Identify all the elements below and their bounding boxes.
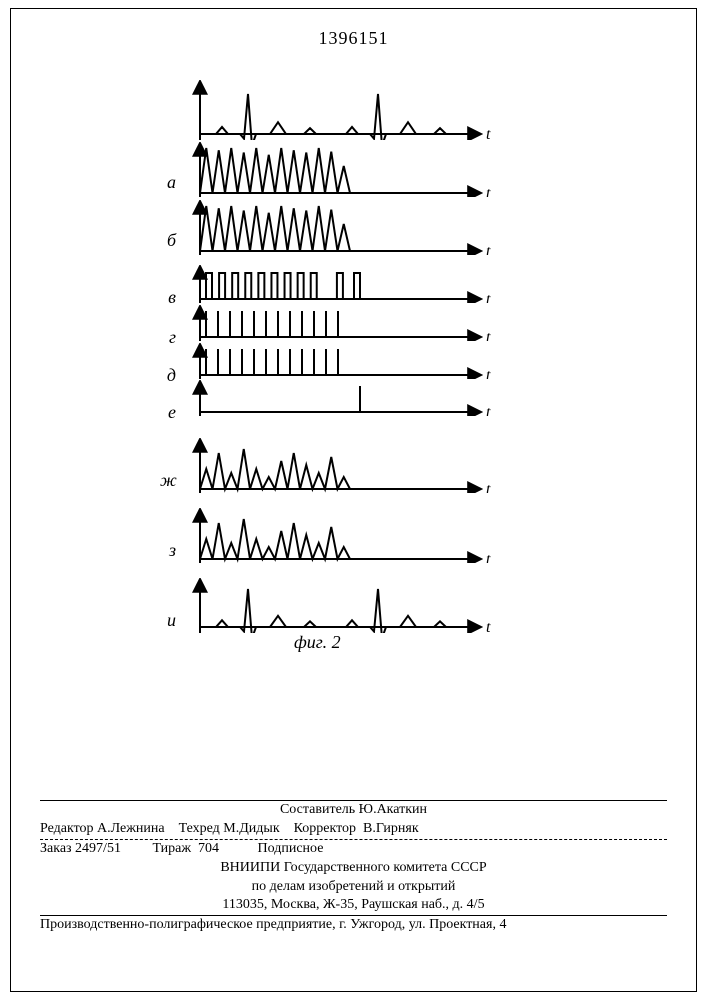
row-label: д [160, 365, 176, 386]
waveform-row: дt [180, 343, 540, 379]
footer-addr: 113035, Москва, Ж-35, Раушская наб., д. … [40, 896, 667, 915]
svg-text:t: t [486, 291, 491, 303]
footer-org1: ВНИИПИ Государственного комитета СССР [40, 859, 667, 878]
waveform-row: t [180, 80, 540, 140]
row-label: ж [160, 470, 176, 491]
waveform-з: t [180, 508, 540, 563]
footer-print: Производственно-полиграфическое предприя… [40, 916, 667, 935]
footer-block: Составитель Ю.АкаткинРедактор А.Лежнина … [40, 800, 667, 935]
waveform-и: t [180, 578, 540, 633]
waveform-б: t [180, 200, 540, 255]
row-label: в [160, 287, 176, 308]
footer-order: Заказ 2497/51 Тираж 704 Подписное [40, 840, 667, 859]
waveform-row: иt [180, 578, 540, 633]
waveform-row: гt [180, 305, 540, 341]
waveform-top: t [180, 80, 540, 140]
figure-caption: фиг. 2 [294, 632, 341, 653]
row-label: а [160, 172, 176, 193]
svg-text:t: t [486, 404, 491, 416]
waveform-row: зt [180, 508, 540, 563]
waveform-е: t [180, 380, 540, 416]
waveform-row: еt [180, 380, 540, 416]
svg-text:t: t [486, 367, 491, 379]
footer-editor: Редактор А.Лежнина Техред М.Дидык Коррек… [40, 820, 667, 839]
waveform-г: t [180, 305, 540, 341]
row-label: б [160, 230, 176, 251]
svg-text:t: t [486, 243, 491, 255]
row-label: е [160, 402, 176, 423]
svg-text:t: t [486, 481, 491, 493]
waveform-row: вt [180, 265, 540, 303]
svg-text:t: t [486, 185, 491, 197]
footer-compiler: Составитель Ю.Акаткин [40, 801, 667, 820]
row-label: г [160, 327, 176, 348]
timing-diagram: tаtбtвtгtдtеtжtзtиtфиг. 2 [180, 80, 540, 650]
waveform-row: жt [180, 438, 540, 493]
waveform-д: t [180, 343, 540, 379]
row-label: з [160, 540, 176, 561]
waveform-row: аt [180, 142, 540, 197]
row-label: и [160, 610, 176, 631]
waveform-ж: t [180, 438, 540, 493]
svg-text:t: t [486, 619, 491, 633]
waveform-в: t [180, 265, 540, 303]
svg-text:t: t [486, 126, 491, 140]
waveform-row: бt [180, 200, 540, 255]
footer-org2: по делам изобретений и открытий [40, 878, 667, 897]
svg-text:t: t [486, 551, 491, 563]
waveform-а: t [180, 142, 540, 197]
page-number: 1396151 [0, 28, 707, 49]
svg-text:t: t [486, 329, 491, 341]
